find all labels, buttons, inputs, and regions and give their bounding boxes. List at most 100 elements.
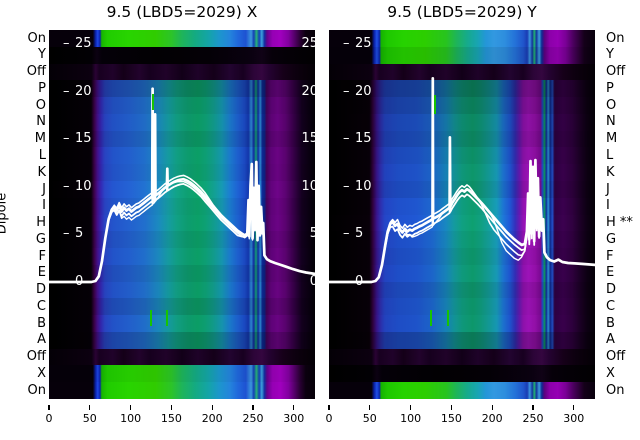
value-tick-label: –20 bbox=[343, 83, 372, 99]
heatmap-row-on bbox=[49, 382, 315, 399]
x-axis-right: 0 50 100 150 200 250 300 bbox=[326, 399, 595, 439]
response-curves bbox=[49, 87, 315, 284]
x-tick-mark bbox=[450, 405, 453, 410]
heatmap-row-y bbox=[329, 46, 595, 65]
heatmap-row-off bbox=[49, 63, 315, 81]
value-tick-label: –15 bbox=[63, 131, 92, 147]
value-tick-label: –10 bbox=[343, 178, 372, 194]
row-label-right: Off bbox=[606, 349, 626, 365]
row-label-right: D bbox=[606, 282, 617, 298]
heatmap-row-shade bbox=[49, 331, 315, 350]
value-tick-dash: – bbox=[63, 83, 70, 99]
x-tick-label: 200 bbox=[481, 412, 503, 425]
heatmap-row-f bbox=[49, 248, 315, 266]
value-tick-dash: – bbox=[343, 36, 350, 51]
row-label-right: N bbox=[606, 114, 616, 130]
row-label-left: B bbox=[37, 315, 46, 331]
value-edge-label: 20 bbox=[301, 83, 315, 99]
x-tick-label: 300 bbox=[283, 412, 305, 425]
green-marker bbox=[150, 309, 153, 326]
heatmap-row-shade bbox=[49, 164, 315, 182]
heatmap-row-p bbox=[49, 80, 315, 98]
value-zero-label: 0 bbox=[355, 274, 364, 289]
row-label-left: D bbox=[35, 282, 46, 298]
row-label-right: B bbox=[606, 315, 615, 331]
row-label-left: On bbox=[27, 382, 46, 398]
heatmap-row-c bbox=[329, 298, 595, 316]
green-marker bbox=[165, 309, 168, 326]
heatmap-row-l bbox=[329, 147, 595, 165]
heatmap-row-b bbox=[49, 315, 315, 333]
x-tick-label: 0 bbox=[45, 412, 53, 425]
heatmap-row-on bbox=[329, 30, 595, 48]
row-label-right: F bbox=[606, 248, 614, 264]
x-tick-label: 200 bbox=[201, 412, 223, 425]
heatmap-row-d bbox=[329, 281, 595, 299]
x-tick-mark bbox=[328, 405, 330, 410]
heatmap-row-shade bbox=[49, 97, 315, 115]
row-label-right: C bbox=[606, 298, 616, 314]
value-tick-dash: – bbox=[343, 83, 350, 99]
value-edge-label: 15 bbox=[301, 131, 315, 147]
value-tick-label: –20 bbox=[63, 83, 92, 99]
heatmap-row-a bbox=[49, 331, 315, 350]
green-marker bbox=[151, 93, 154, 110]
row-label-left: M bbox=[34, 131, 46, 147]
heatmap-panel-x: –25 –20 –15 –10 –5 0 25 20 15 10 5 0 bbox=[49, 30, 315, 399]
heatmap-row-a bbox=[329, 331, 595, 350]
row-label-right: P bbox=[606, 80, 614, 96]
value-tick-dash: – bbox=[63, 36, 70, 51]
heatmap-row-off bbox=[329, 348, 595, 367]
row-label-right: K bbox=[606, 164, 615, 180]
row-label-right: I bbox=[606, 198, 610, 214]
heatmap-row-off bbox=[329, 63, 595, 81]
heatmap-row-shade bbox=[49, 130, 315, 148]
heatmap-row-shade bbox=[329, 281, 595, 299]
green-marker bbox=[447, 309, 450, 326]
x-tick-mark bbox=[252, 405, 254, 410]
row-label-left: P bbox=[38, 80, 46, 96]
row-label-right: X bbox=[606, 366, 615, 381]
heatmap-row-shade bbox=[49, 298, 315, 316]
x-tick-mark bbox=[48, 405, 50, 410]
x-tick-label: 150 bbox=[160, 412, 182, 425]
value-edge-label: 25 bbox=[301, 36, 315, 51]
row-label-right: L bbox=[606, 147, 614, 163]
heatmap-row-x bbox=[329, 365, 595, 383]
row-label-right: On bbox=[606, 382, 625, 398]
x-tick-mark bbox=[532, 405, 534, 410]
row-label-left: O bbox=[35, 97, 46, 113]
heatmap-row-f bbox=[329, 248, 595, 266]
x-tick-label: 250 bbox=[522, 412, 544, 425]
heatmap-row-shade bbox=[329, 147, 595, 165]
heatmap-row-shade bbox=[329, 315, 595, 333]
heatmap-row-e bbox=[49, 264, 315, 283]
row-label-right: H ** bbox=[606, 215, 633, 230]
row-label-left: K bbox=[37, 164, 46, 180]
heatmap-row-n bbox=[49, 113, 315, 132]
row-label-left: H bbox=[36, 215, 46, 230]
heatmap-row-shade bbox=[49, 113, 315, 132]
value-edge-label: 10 bbox=[301, 178, 315, 194]
value-tick-label: –10 bbox=[63, 178, 92, 194]
response-curves bbox=[329, 76, 595, 284]
row-label-left: E bbox=[37, 265, 46, 281]
value-tick-label: –5 bbox=[63, 226, 84, 242]
x-tick-label: 150 bbox=[440, 412, 462, 425]
x-tick-mark bbox=[211, 405, 213, 410]
heatmap-row-p bbox=[329, 80, 595, 98]
heatmap-row-off bbox=[49, 348, 315, 367]
row-label-right: O bbox=[606, 97, 617, 113]
heatmap-row-shade bbox=[329, 248, 595, 266]
value-tick-dash: – bbox=[63, 131, 70, 147]
heatmap-row-shade bbox=[49, 264, 315, 283]
heatmap-row-shade bbox=[329, 164, 595, 182]
row-label-left: A bbox=[37, 332, 46, 348]
row-label-left: X bbox=[37, 366, 46, 381]
heatmap-row-shade bbox=[329, 80, 595, 98]
heatmap-row-shade bbox=[329, 97, 595, 115]
row-label-left: L bbox=[38, 147, 46, 163]
x-tick-label: 100 bbox=[400, 412, 422, 425]
row-label-left: I bbox=[42, 198, 46, 214]
